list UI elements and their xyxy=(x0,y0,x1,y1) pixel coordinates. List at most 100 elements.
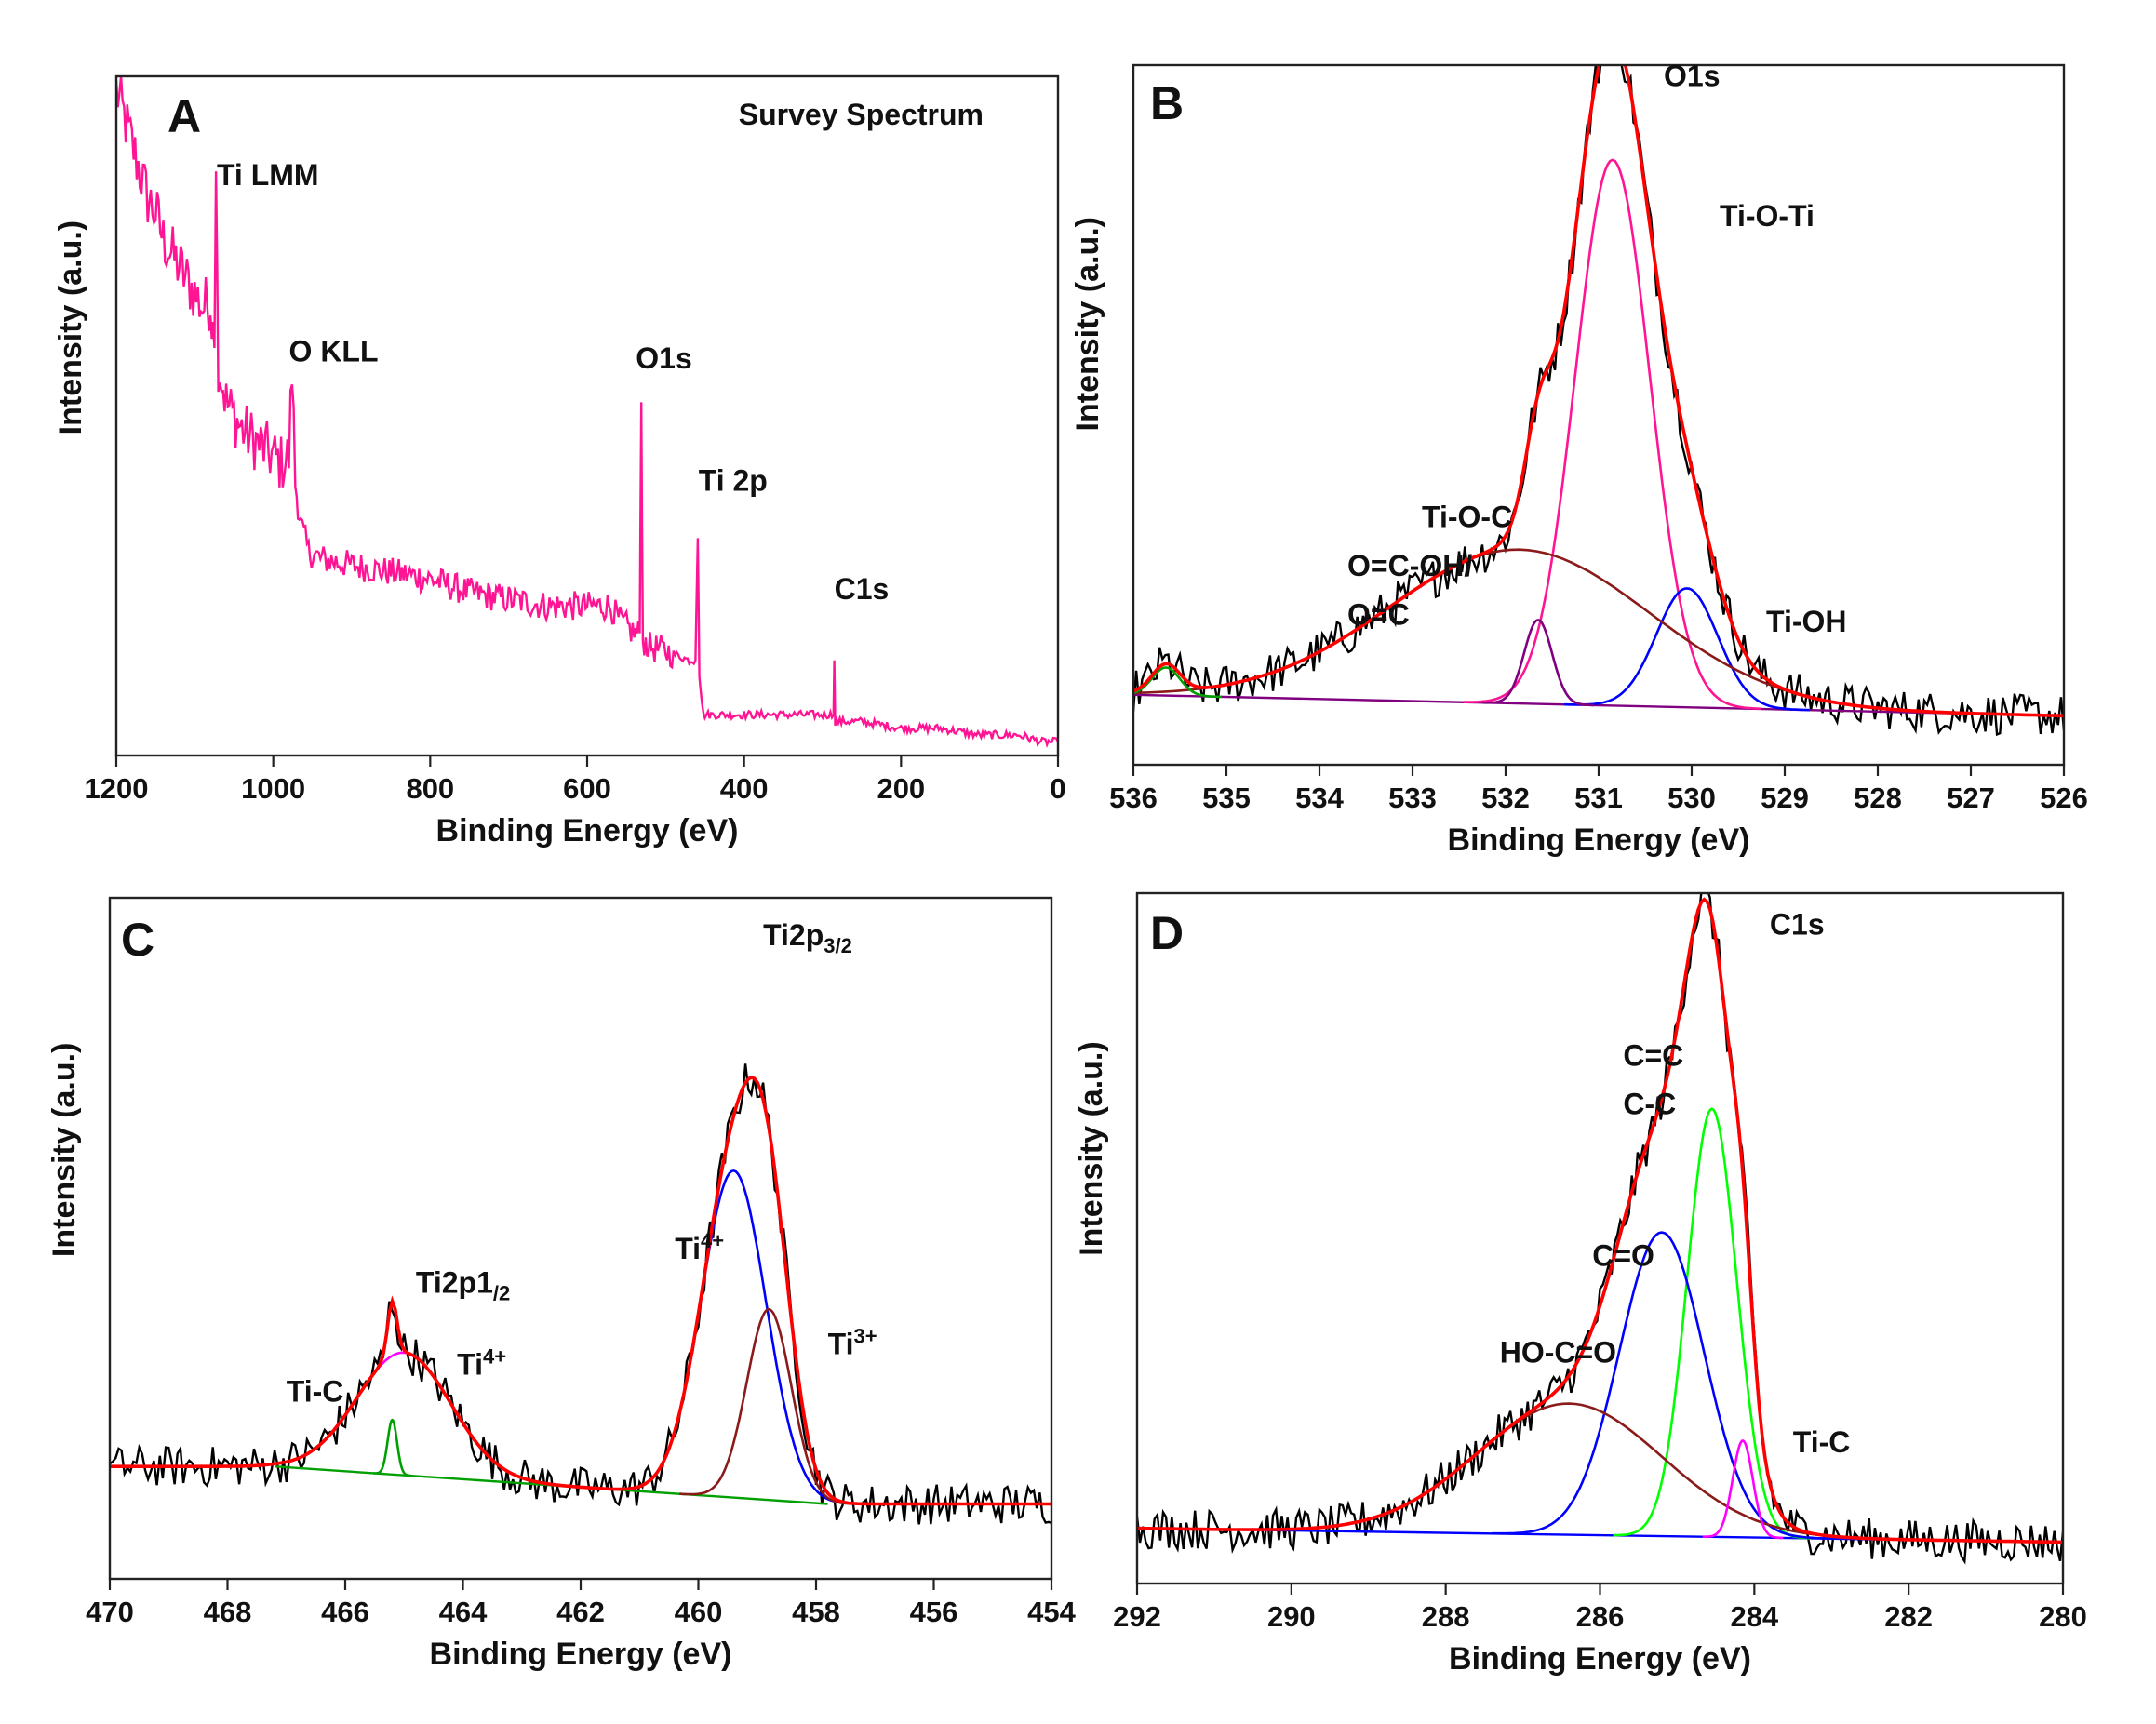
series-line-fit xyxy=(1133,65,2064,718)
x-tick-label: 456 xyxy=(910,1596,958,1628)
plot-area xyxy=(110,1063,1051,1525)
x-tick-label: 530 xyxy=(1667,782,1716,814)
annotation-label: Ti3+ xyxy=(828,1324,877,1360)
x-tick-label: 529 xyxy=(1761,782,1809,814)
component-peak xyxy=(1464,158,1762,711)
component-peak xyxy=(1482,619,1594,707)
x-tick-label: 284 xyxy=(1730,1600,1778,1633)
series-line-background xyxy=(1133,693,2064,717)
x-tick-label: 292 xyxy=(1113,1600,1161,1633)
x-tick-label: 533 xyxy=(1388,782,1437,814)
x-tick-label: 532 xyxy=(1481,782,1530,814)
component-peak xyxy=(604,1169,864,1505)
series-line-raw xyxy=(1137,893,2063,1565)
x-tick-label: 464 xyxy=(439,1596,488,1628)
y-axis-title: Intensity (a.u.) xyxy=(1074,1041,1109,1255)
x-tick-label: 527 xyxy=(1947,782,1995,814)
panel-letter: D xyxy=(1150,907,1184,959)
annotation-label: O=C xyxy=(1347,598,1410,632)
annotation-label: O1s xyxy=(1664,60,1720,93)
x-tick-label: 528 xyxy=(1854,782,1902,814)
annotation-label: C1s xyxy=(835,572,890,606)
x-tick-label: 454 xyxy=(1027,1596,1076,1628)
x-tick-label: 1000 xyxy=(241,772,305,805)
panel-b: 536 535 534 533 532 531 530 529 528 527 526 Binding… xyxy=(1070,60,2088,858)
x-tick-label: 470 xyxy=(86,1596,134,1628)
panel-letter: B xyxy=(1150,77,1184,129)
annotation-label: C-C xyxy=(1623,1087,1676,1120)
x-tick-label: 288 xyxy=(1422,1600,1470,1633)
x-tick-label: 282 xyxy=(1884,1600,1933,1633)
x-tick-label: 280 xyxy=(2039,1600,2087,1633)
series-line-raw xyxy=(110,1063,1051,1525)
y-axis-title: Intensity (a.u.) xyxy=(53,221,88,434)
x-tick-label: 458 xyxy=(792,1596,840,1628)
component-peak xyxy=(1564,587,1811,712)
y-axis-title: Intensity (a.u.) xyxy=(1070,217,1105,431)
y-axis-title: Intensity (a.u.) xyxy=(47,1043,82,1257)
annotation-label: C1s xyxy=(1770,908,1825,942)
component-peak xyxy=(1133,548,2042,716)
annotation-label: Ti-O-Ti xyxy=(1720,199,1815,233)
x-tick-label: 1200 xyxy=(85,772,149,805)
x-tick-label: 200 xyxy=(877,772,925,805)
annotation-label: Ti2p1/2 xyxy=(416,1266,510,1305)
annotation-label: HO-C=O xyxy=(1500,1336,1616,1370)
component-peak xyxy=(373,1418,411,1477)
x-tick-label: 800 xyxy=(406,772,454,805)
plot-area xyxy=(116,76,1058,749)
x-axis-title: Binding Energy (eV) xyxy=(430,1637,732,1672)
annotation-label: Ti-OH xyxy=(1766,605,1847,638)
component-peak xyxy=(1199,1402,1940,1542)
component-peak xyxy=(1492,1231,1832,1540)
annotation-label: Ti LMM xyxy=(217,158,319,192)
annotation-label: O KLL xyxy=(289,335,379,368)
annotation-label: O1s xyxy=(636,341,691,375)
component-peak xyxy=(1133,666,1222,699)
x-axis-title: Binding Energy (eV) xyxy=(436,813,739,849)
component-peak xyxy=(1613,1107,1811,1540)
x-tick-label: 466 xyxy=(321,1596,369,1628)
x-tick-label: 468 xyxy=(204,1596,252,1628)
x-axis-title: Binding Energy (eV) xyxy=(1449,1641,1751,1677)
annotation-label: C=C xyxy=(1623,1039,1683,1073)
annotation-label: Ti4+ xyxy=(675,1229,724,1265)
component-peak xyxy=(1702,1439,1784,1540)
panel-letter: C xyxy=(121,914,154,966)
x-tick-label: 290 xyxy=(1267,1600,1316,1633)
x-tick-label: 536 xyxy=(1109,782,1158,814)
x-tick-label: 600 xyxy=(563,772,611,805)
annotation-label: Ti4+ xyxy=(457,1344,506,1381)
x-axis-title: Binding Energy (eV) xyxy=(1448,822,1750,858)
panel-c: 470 468 466 464 462 460 458 456 454 Binding Energ… xyxy=(47,896,1077,1672)
x-tick-label: 400 xyxy=(720,772,769,805)
plot-frame xyxy=(1132,63,2066,767)
annotation-label: Ti-C xyxy=(1793,1425,1851,1459)
x-tick-label: 526 xyxy=(2040,782,2088,814)
chart-title: Survey Spectrum xyxy=(739,98,984,131)
series-line-fit xyxy=(110,1076,1051,1506)
x-tick-label: 460 xyxy=(675,1596,723,1628)
annotation-label: Ti 2p xyxy=(699,463,768,497)
plot-area xyxy=(1133,65,2064,737)
component-peak xyxy=(679,1307,859,1505)
x-tick-label: 0 xyxy=(1050,772,1065,805)
series-line-raw xyxy=(1133,65,2064,737)
x-tick-label: 286 xyxy=(1576,1600,1625,1633)
panel-d: 292 290 288 286 284 282 280 Binding Energy (eV)… xyxy=(1074,891,2087,1677)
annotation-label: Ti-C xyxy=(287,1375,344,1409)
x-tick-label: 531 xyxy=(1574,782,1623,814)
series-line-survey xyxy=(116,76,1058,749)
annotation-label: C=O xyxy=(1592,1239,1654,1273)
series-line-fit xyxy=(1137,897,2063,1544)
x-tick-label: 535 xyxy=(1202,782,1251,814)
x-tick-label: 534 xyxy=(1295,782,1344,814)
annotation-label: O=C-OH/ xyxy=(1347,549,1472,582)
panel-letter: A xyxy=(167,90,201,142)
panel-a: 1200 1000 800 600 400 200 0 Binding Energy (eV)… xyxy=(53,74,1066,849)
annotation-label: Ti2p3/2 xyxy=(763,918,852,957)
x-tick-label: 462 xyxy=(556,1596,605,1628)
annotation-label: Ti-O-C xyxy=(1422,500,1512,533)
plot-area xyxy=(1137,893,2063,1565)
